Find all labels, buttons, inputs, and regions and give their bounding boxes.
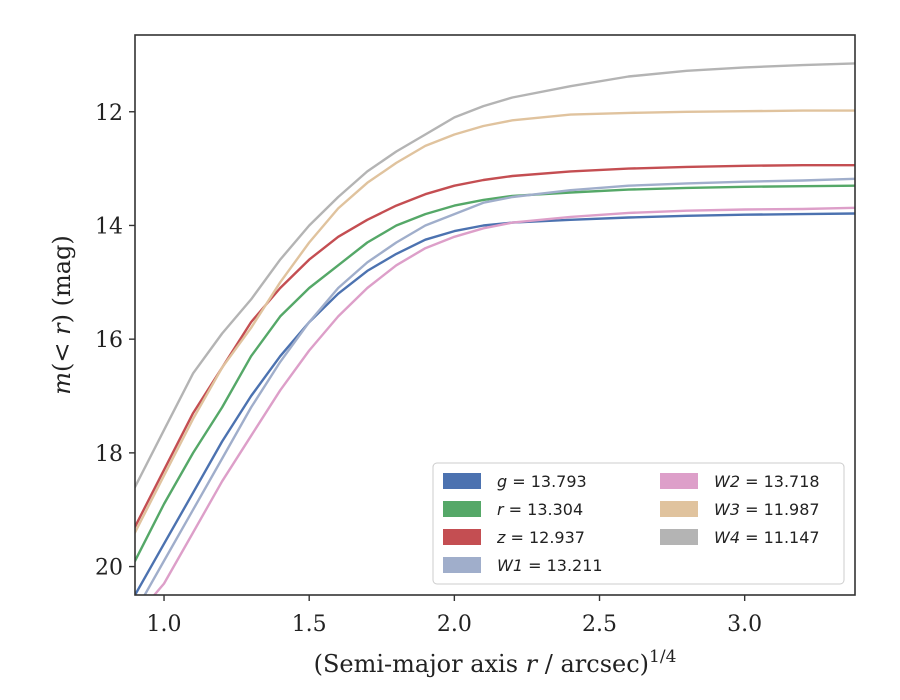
series-line-w1: [143, 177, 855, 595]
y-axis-label: m(< r) (mag): [48, 235, 76, 395]
legend-entry-label: W2 = 13.718: [714, 472, 820, 491]
legend-swatch: [660, 529, 698, 545]
x-tick-label: 2.5: [582, 612, 617, 637]
y-tick-label: 16: [95, 328, 123, 353]
series-line-g: [135, 212, 855, 595]
y-tick-label: 20: [95, 556, 123, 581]
legend-box: [432, 462, 845, 585]
series-line-w2: [152, 206, 855, 595]
y-axis-ticks: 12 14 16 18 20: [95, 101, 135, 581]
legend-entry-label: W4 = 11.147: [714, 528, 820, 547]
legend-entry-label: r = 13.304: [497, 500, 583, 519]
legend-entry-label: W3 = 11.987: [714, 500, 820, 519]
series-line-w4: [135, 62, 855, 489]
legend-entry-label: W1 = 13.211: [497, 556, 603, 575]
x-tick-label: 3.0: [727, 612, 762, 637]
legend-swatch: [443, 557, 481, 573]
legend: g = 13.793 r = 13.304 z = 12.937 W1 = 13.21…: [432, 462, 845, 585]
x-tick-label: 2.0: [437, 612, 472, 637]
legend-swatch: [660, 473, 698, 489]
x-tick-label: 1.0: [147, 612, 182, 637]
legend-swatch: [443, 501, 481, 517]
series-line-w3: [135, 109, 855, 534]
legend-swatch: [660, 501, 698, 517]
y-tick-label: 14: [95, 214, 123, 239]
curves-layer: [135, 62, 855, 595]
legend-swatch: [443, 529, 481, 545]
y-tick-label: 18: [95, 442, 123, 467]
x-tick-label: 1.5: [292, 612, 327, 637]
legend-entry-label: z = 12.937: [496, 528, 585, 547]
x-axis-ticks: 1.0 1.5 2.0 2.5 3.0: [147, 595, 762, 637]
y-tick-label: 12: [95, 101, 123, 126]
series-line-r: [135, 184, 855, 563]
x-axis-label: (Semi-major axis r / arcsec)1/4: [314, 647, 677, 678]
legend-swatch: [443, 473, 481, 489]
legend-entry-label: g = 13.793: [497, 472, 587, 491]
plot-frame: [134, 34, 856, 596]
